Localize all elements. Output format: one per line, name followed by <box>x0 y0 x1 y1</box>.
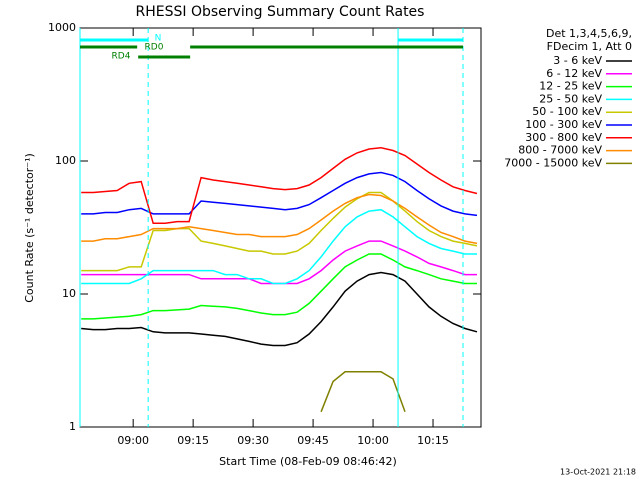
x-tick-label: 10:00 <box>357 434 389 447</box>
plot-frame <box>79 27 482 428</box>
legend-label: 800 - 7000 keV <box>518 144 602 157</box>
legend-header: Det 1,3,4,5,6,9, <box>546 27 632 40</box>
y-tick-label: 1 <box>69 420 76 433</box>
series-line <box>81 253 477 320</box>
x-tick-label: 09:30 <box>237 434 269 447</box>
x-tick-label: 10:15 <box>417 434 449 447</box>
flag-label: RD4 <box>112 52 131 62</box>
flag-label: RD0 <box>145 43 164 53</box>
series-line <box>81 240 477 285</box>
y-axis-label: Count Rate (s⁻¹ detector⁻¹) <box>23 153 36 303</box>
series-line <box>81 193 478 245</box>
series-line <box>320 371 406 413</box>
legend-label: 12 - 25 keV <box>539 80 602 93</box>
legend-label: 6 - 12 keV <box>546 67 602 80</box>
series-line <box>81 208 477 285</box>
x-tick-label: 09:15 <box>177 434 209 447</box>
legend-label: 25 - 50 keV <box>539 92 602 105</box>
footer: 13-Oct-2021 21:18 <box>560 468 636 477</box>
legend-label: 7000 - 15000 keV <box>504 156 602 169</box>
series-line <box>81 191 478 272</box>
series-line <box>81 146 478 225</box>
y-tick-label: 10 <box>62 287 76 300</box>
legend-label: 3 - 6 keV <box>553 54 602 67</box>
x-tick-label: 09:45 <box>297 434 329 447</box>
flag-label: N <box>155 34 162 44</box>
series-line <box>81 271 478 347</box>
legend-label: 50 - 100 keV <box>532 105 602 118</box>
x-axis-label: Start Time (08-Feb-09 08:46:42) <box>219 455 397 468</box>
y-tick-label: 100 <box>55 154 76 167</box>
legend-label: 100 - 300 keV <box>525 118 602 131</box>
y-tick-label: 1000 <box>48 21 76 34</box>
legend-header: FDecim 1, Att 0 <box>547 40 632 53</box>
series-line <box>81 171 478 217</box>
chart-title: RHESSI Observing Summary Count Rates <box>136 4 425 20</box>
x-tick-label: 09:00 <box>117 434 149 447</box>
legend-label: 300 - 800 keV <box>525 131 602 144</box>
